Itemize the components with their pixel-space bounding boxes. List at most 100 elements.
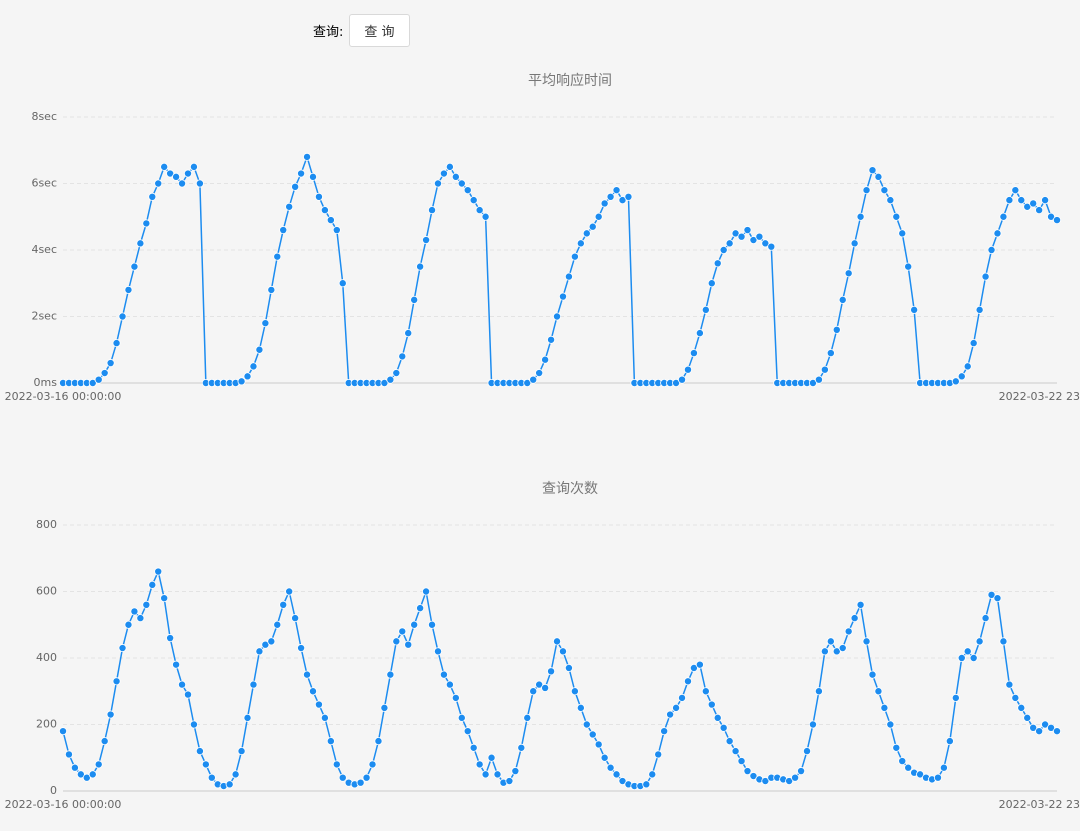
data-point — [666, 710, 675, 719]
data-point — [445, 680, 454, 689]
data-point — [386, 670, 395, 679]
data-point — [362, 773, 371, 782]
data-point — [332, 760, 341, 769]
data-point — [88, 770, 97, 779]
data-point — [737, 757, 746, 766]
data-point — [183, 690, 192, 699]
data-point — [172, 660, 181, 669]
data-point — [338, 279, 347, 288]
data-point — [791, 773, 800, 782]
data-point — [445, 162, 454, 171]
data-point — [303, 670, 312, 679]
data-point — [910, 305, 919, 314]
data-point — [731, 747, 740, 756]
data-point — [993, 594, 1002, 603]
data-point — [683, 365, 692, 374]
data-point — [588, 730, 597, 739]
data-point — [112, 677, 121, 686]
data-point — [933, 773, 942, 782]
data-point — [541, 683, 550, 692]
data-point — [606, 763, 615, 772]
data-point — [553, 637, 562, 646]
data-point — [130, 607, 139, 616]
data-point — [451, 693, 460, 702]
data-point — [326, 737, 335, 746]
data-point — [957, 372, 966, 381]
data-point — [487, 753, 496, 762]
data-point — [439, 670, 448, 679]
data-point — [285, 587, 294, 596]
data-point — [725, 239, 734, 248]
data-point — [523, 713, 532, 722]
data-point — [672, 703, 681, 712]
data-point — [678, 693, 687, 702]
data-point — [237, 377, 246, 386]
data-point — [844, 627, 853, 636]
data-point — [600, 753, 609, 762]
data-point — [939, 763, 948, 772]
query-button[interactable]: 查 询 — [349, 14, 410, 47]
data-point — [672, 378, 681, 387]
data-point — [178, 179, 187, 188]
data-point — [118, 312, 127, 321]
data-point — [904, 763, 913, 772]
data-point — [166, 169, 175, 178]
data-point — [261, 319, 270, 328]
data-point — [463, 727, 472, 736]
x-tick-label: 2022-03-16 00:00:00 — [5, 798, 122, 811]
chart-title: 平均响应时间 — [528, 72, 612, 89]
data-point — [749, 772, 758, 781]
data-point — [416, 262, 425, 271]
y-tick-label: 800 — [36, 518, 57, 531]
data-point — [880, 703, 889, 712]
x-tick-label: 2022-03-22 23:00:00 — [999, 798, 1080, 811]
data-point — [826, 637, 835, 646]
data-point — [969, 654, 978, 663]
data-point — [273, 620, 282, 629]
data-point — [695, 329, 704, 338]
data-point — [279, 226, 288, 235]
query-label: 查询: — [313, 25, 344, 40]
data-point — [761, 777, 770, 786]
data-point — [570, 687, 579, 696]
data-point — [172, 172, 181, 181]
data-point — [999, 637, 1008, 646]
data-point — [951, 693, 960, 702]
data-point — [582, 720, 591, 729]
data-point — [249, 362, 258, 371]
data-point — [297, 169, 306, 178]
x-tick-label: 2022-03-16 00:00:00 — [5, 390, 122, 403]
data-point — [106, 359, 115, 368]
data-point — [118, 644, 127, 653]
data-point — [558, 647, 567, 656]
data-point — [826, 349, 835, 358]
data-point — [916, 770, 925, 779]
data-point — [148, 580, 157, 589]
data-point — [951, 377, 960, 386]
data-point — [612, 770, 621, 779]
data-point — [160, 162, 169, 171]
x-tick-label: 2022-03-22 23:00:00 — [999, 390, 1080, 403]
data-point — [475, 206, 484, 215]
data-point — [100, 369, 109, 378]
data-point — [410, 295, 419, 304]
data-point — [422, 587, 431, 596]
data-point — [130, 262, 139, 271]
data-point — [683, 677, 692, 686]
data-point — [1047, 723, 1056, 732]
data-point — [874, 172, 883, 181]
data-point — [1023, 202, 1032, 211]
data-point — [404, 329, 413, 338]
data-point — [231, 770, 240, 779]
data-point — [678, 375, 687, 384]
data-point — [529, 375, 538, 384]
y-tick-label: 0 — [50, 784, 57, 797]
data-point — [314, 700, 323, 709]
data-point — [291, 614, 300, 623]
data-point — [386, 375, 395, 384]
data-point — [755, 232, 764, 241]
data-point — [981, 272, 990, 281]
data-point — [136, 614, 145, 623]
data-point — [660, 727, 669, 736]
y-tick-label: 600 — [36, 585, 57, 598]
